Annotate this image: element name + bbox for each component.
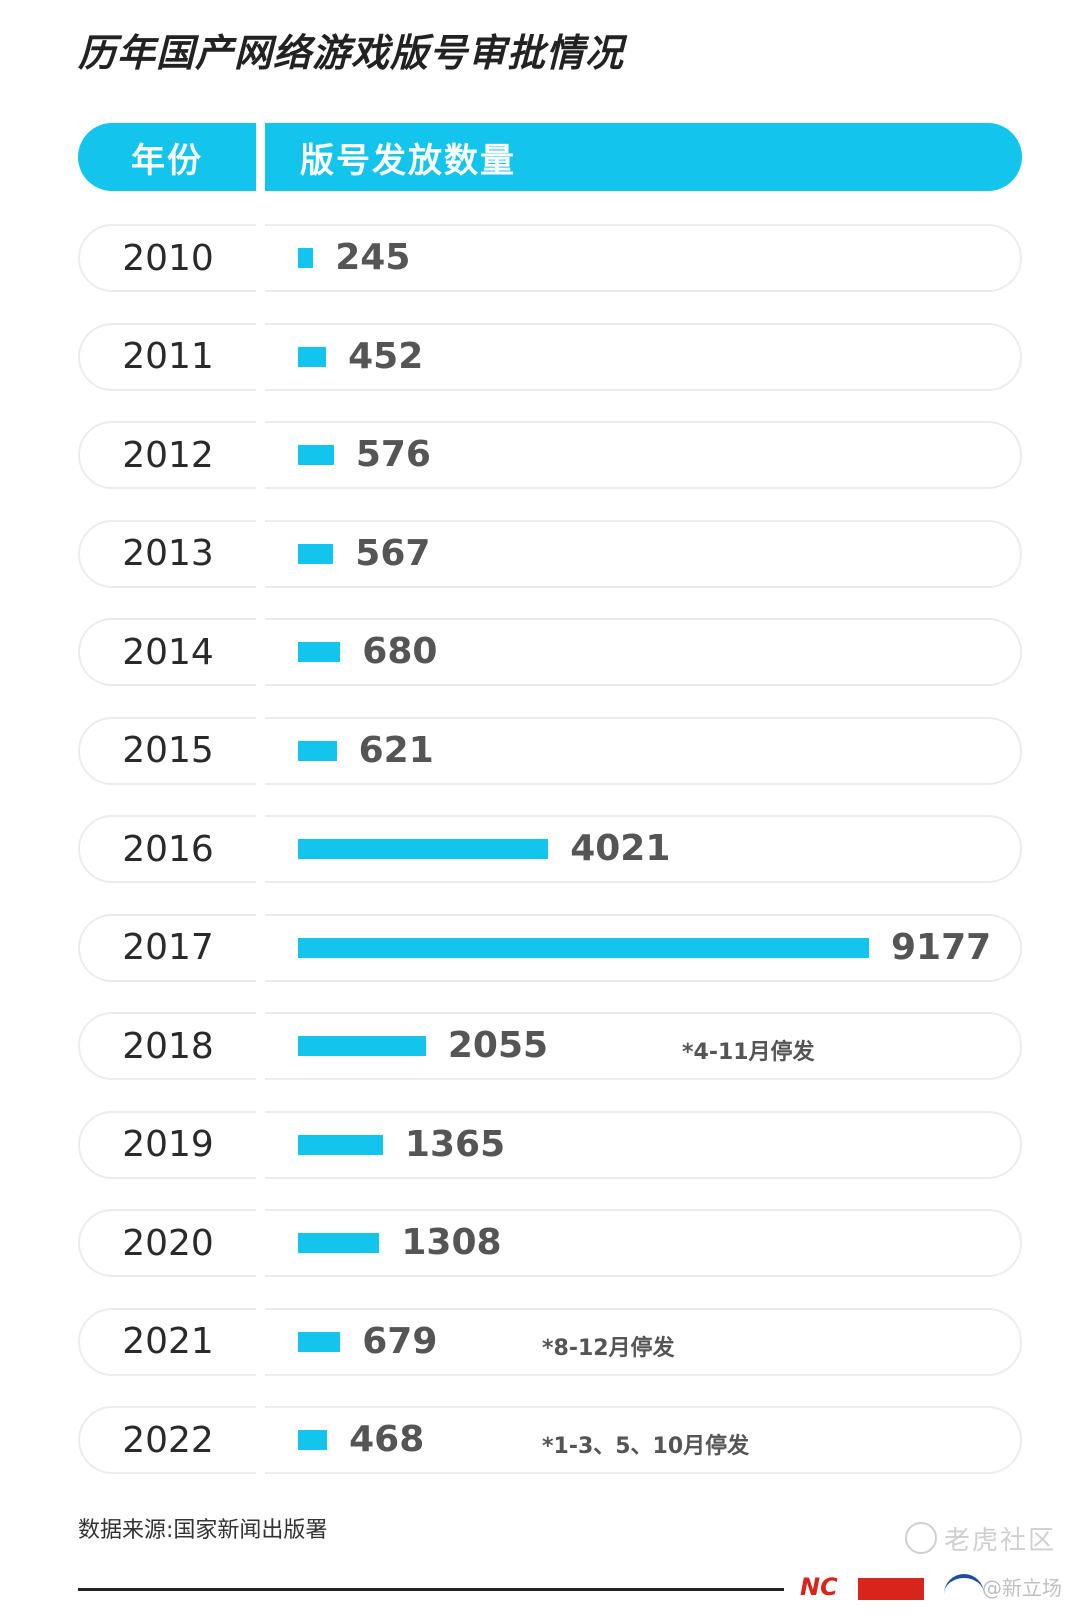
value-label-2014: 680 (362, 631, 438, 672)
year-label-2012: 2012 (78, 421, 256, 489)
nc-logo: NC (800, 1573, 838, 1601)
bar-chart: 2010 245 2011 452 2012 576 2013 567 2014 680 2015 6… (0, 224, 1080, 1474)
bar-row-2021: 2021 679 *8-12月停发 (0, 1307, 1080, 1376)
bar-cell-2018 (265, 1012, 1022, 1080)
year-label-2010: 2010 (78, 224, 256, 292)
bar-cell-2014 (265, 618, 1022, 686)
data-source: 数据来源:国家新闻出版署 (78, 1518, 328, 1543)
newspaper-logo-icon (858, 1578, 924, 1600)
bar-cell-2019 (265, 1110, 1022, 1179)
bar-cell-2016 (265, 815, 1022, 883)
year-label-2015: 2015 (78, 716, 256, 785)
bar-row-2010: 2010 245 (0, 224, 1080, 292)
bar-cell-2017 (265, 913, 1022, 982)
bar-cell-2020 (265, 1209, 1022, 1277)
author-handle: @新立场 (982, 1576, 1062, 1600)
value-label-2022: 468 (349, 1419, 425, 1460)
annotation-2022: *1-3、5、10月停发 (542, 1434, 750, 1459)
bar-2020 (298, 1233, 380, 1253)
bar-2019 (298, 1134, 383, 1155)
bar-row-2017: 2017 9177 (0, 913, 1080, 982)
value-label-2012: 576 (355, 434, 431, 475)
value-label-2013: 567 (355, 532, 431, 574)
bar-cell-2011 (265, 322, 1022, 391)
bar-cell-2015 (265, 716, 1022, 785)
bar-cell-2012 (265, 421, 1022, 489)
watermark-text: 老虎社区 (944, 1526, 1057, 1556)
year-label-2014: 2014 (78, 618, 256, 686)
value-label-2019: 1365 (404, 1123, 506, 1165)
year-label-2020: 2020 (78, 1209, 256, 1277)
annotation-2021: *8-12月停发 (542, 1335, 675, 1361)
bar-row-2015: 2015 621 (0, 716, 1080, 785)
bar-row-2018: 2018 2055 *4-11月停发 (0, 1012, 1080, 1080)
bar-2010 (298, 248, 314, 268)
bar-2011 (298, 346, 327, 367)
year-label-2018: 2018 (78, 1012, 256, 1080)
value-label-2018: 2055 (447, 1025, 549, 1066)
bar-cell-2010 (265, 224, 1022, 292)
value-label-2021: 679 (362, 1320, 438, 1362)
bar-2013 (298, 543, 334, 564)
bar-cell-2013 (265, 519, 1022, 588)
footer-divider (78, 1588, 784, 1591)
bar-row-2019: 2019 1365 (0, 1110, 1080, 1179)
bar-2015 (298, 740, 337, 761)
bar-row-2016: 2016 4021 (0, 815, 1080, 883)
year-label-2021: 2021 (78, 1307, 256, 1376)
bar-2018 (298, 1036, 426, 1056)
bar-row-2012: 2012 576 (0, 421, 1080, 489)
bar-cell-2021 (265, 1307, 1022, 1376)
bar-2012 (298, 445, 334, 465)
bar-cell-2022 (265, 1406, 1022, 1474)
chart-title: 历年国产网络游戏版号审批情况 (78, 31, 625, 75)
value-label-2010: 245 (335, 237, 411, 278)
value-label-2017: 9177 (891, 926, 992, 968)
value-label-2016: 4021 (570, 828, 671, 869)
research-logo-icon (944, 1574, 984, 1598)
year-label-2017: 2017 (78, 913, 256, 982)
watermark-icon (905, 1522, 937, 1554)
bar-2016 (298, 839, 549, 859)
value-label-2015: 621 (358, 729, 434, 771)
bar-2017 (298, 937, 869, 958)
bar-2014 (298, 642, 341, 662)
value-label-2011: 452 (348, 335, 424, 377)
bar-row-2022: 2022 468 *1-3、5、10月停发 (0, 1406, 1080, 1474)
bar-row-2020: 2020 1308 (0, 1209, 1080, 1277)
header-count: 版号发放数量 (265, 123, 1022, 191)
bar-row-2013: 2013 567 (0, 519, 1080, 588)
header-year: 年份 (78, 123, 256, 191)
year-label-2013: 2013 (78, 519, 256, 588)
bar-row-2011: 2011 452 (0, 322, 1080, 391)
year-label-2011: 2011 (78, 322, 256, 391)
annotation-2018: *4-11月停发 (682, 1040, 815, 1065)
year-label-2022: 2022 (78, 1406, 256, 1474)
bar-2022 (298, 1430, 328, 1450)
value-label-2020: 1308 (401, 1222, 502, 1263)
year-label-2019: 2019 (78, 1110, 256, 1179)
bar-row-2014: 2014 680 (0, 618, 1080, 686)
bar-2021 (298, 1331, 341, 1352)
year-label-2016: 2016 (78, 815, 256, 883)
